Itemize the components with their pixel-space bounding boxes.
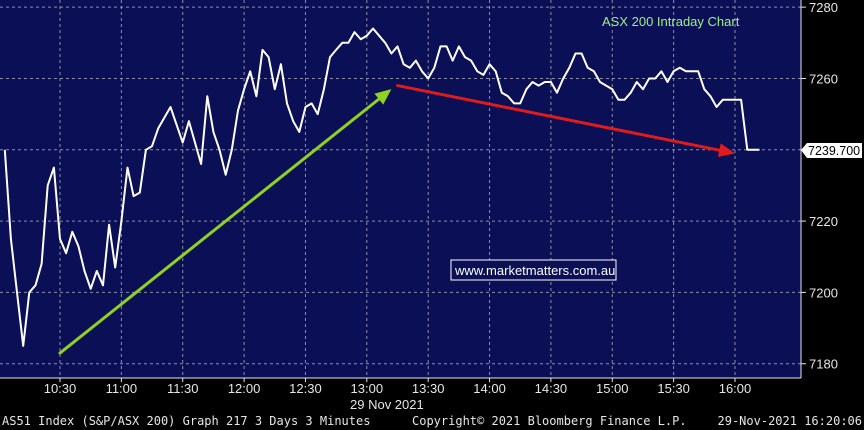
y-tick-label: 7220 — [809, 214, 838, 229]
x-tick-label: 14:00 — [473, 381, 506, 396]
x-tick-label: 11:30 — [167, 381, 199, 396]
footer-security: AS51 Index (S&P/ASX 200) Graph 217 3 Day… — [2, 414, 370, 428]
trend-arrow-line-2 — [396, 84, 721, 152]
x-tick-label: 14:30 — [535, 381, 568, 396]
grid-lines — [0, 0, 801, 378]
trend-arrow-line-1 — [58, 97, 381, 355]
watermark-link[interactable]: www.marketmatters.com.au — [454, 263, 615, 278]
price-series — [3, 27, 760, 347]
footer-copyright: Copyright© 2021 Bloomberg Finance L.P. — [412, 414, 687, 428]
x-tick-label: 12:00 — [228, 381, 261, 396]
date-label: 29 Nov 2021 — [350, 397, 424, 412]
y-axis-ticks: 718072007220724072607280 — [800, 0, 838, 378]
x-tick-label: 11:00 — [106, 381, 138, 396]
x-axis-ticks: 10:30 11:00 11:30 12:00 12:30 13:00 13:30 14:00… — [0, 377, 801, 396]
y-tick-label: 7260 — [809, 71, 838, 86]
trend-arrow-head-1 — [374, 89, 392, 105]
y-tick-label: 7180 — [809, 357, 838, 372]
x-tick-label: 15:00 — [596, 381, 629, 396]
price-line — [3, 27, 760, 347]
y-tick-label: 7200 — [809, 285, 838, 300]
last-value-badge: 7239.700 — [801, 143, 862, 158]
footer-timestamp: 29-Nov-2021 16:20:06 — [718, 414, 863, 428]
plot-background — [0, 0, 801, 378]
x-tick-label: 15:30 — [657, 381, 690, 396]
trend-arrows — [58, 84, 735, 355]
x-tick-label: 10:30 — [44, 381, 77, 396]
x-tick-label: 13:00 — [351, 381, 384, 396]
watermark-box[interactable] — [450, 259, 617, 281]
x-tick-label: 13:30 — [412, 381, 445, 396]
last-value-label: 7239.700 — [808, 144, 860, 158]
chart-title: ASX 200 Intraday Chart — [602, 14, 740, 29]
x-tick-label: 16:00 — [719, 381, 752, 396]
y-tick-label: 7280 — [809, 0, 838, 15]
x-tick-label: 12:30 — [289, 381, 322, 396]
trend-arrow-head-2 — [717, 143, 735, 158]
